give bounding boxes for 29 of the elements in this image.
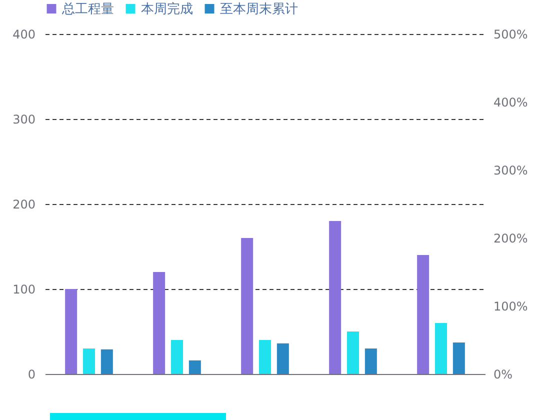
bar [259, 340, 271, 374]
y-tick-label: 100 [12, 282, 36, 296]
legend-label: 至本周末累计 [220, 2, 298, 17]
bar [153, 272, 166, 374]
y-tick-label: 400 [12, 28, 36, 42]
y-tick-label: 200 [12, 198, 36, 212]
legend-label: 本周完成 [141, 0, 193, 17]
bar [83, 348, 95, 374]
bar [452, 342, 465, 374]
bar [347, 332, 359, 374]
y2-tick-label: 300% [494, 164, 528, 178]
y2-tick-label: 100% [494, 300, 528, 314]
bar [435, 323, 447, 374]
bar [417, 255, 430, 374]
bar [171, 340, 183, 374]
legend-label: 总工程量 [61, 2, 114, 17]
y2-tick-label: 200% [494, 232, 528, 246]
bar [65, 289, 78, 374]
bar [329, 221, 342, 374]
bar [188, 360, 201, 374]
bar [100, 349, 113, 374]
y2-tick-label: 0% [494, 368, 513, 382]
y2-tick-label: 400% [494, 96, 528, 110]
bar [364, 348, 377, 374]
bar [276, 343, 289, 374]
bar [241, 238, 254, 374]
y2-tick-label: 500% [494, 28, 528, 42]
y-tick-label: 300 [12, 112, 36, 126]
y-tick-label: 0 [28, 368, 36, 382]
